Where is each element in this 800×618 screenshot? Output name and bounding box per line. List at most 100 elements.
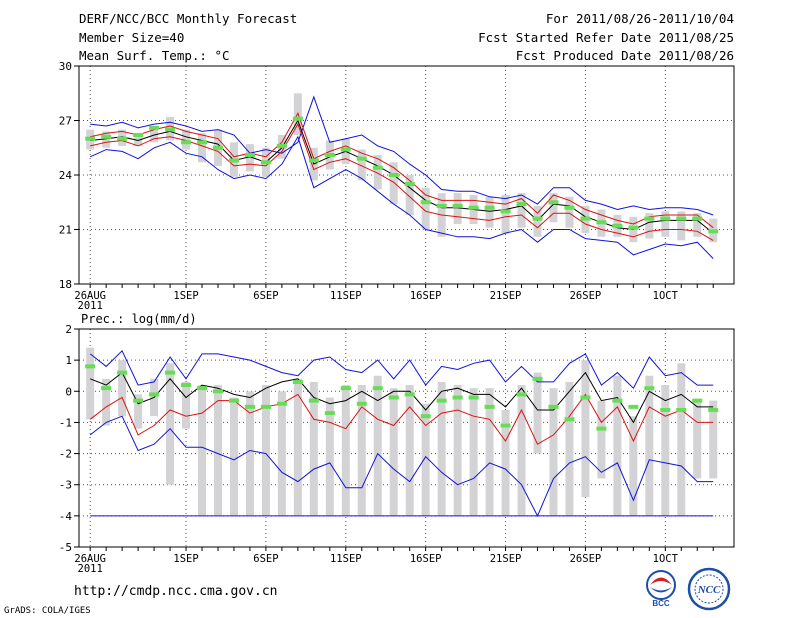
prec-box-17 (341, 385, 350, 516)
prec-box-11 (245, 391, 254, 516)
prec-ytick-label: -4 (59, 510, 73, 523)
temp-box-4 (134, 133, 143, 146)
temp-box-37 (661, 211, 670, 237)
prec-median-2 (101, 386, 112, 391)
prec-box-16 (325, 397, 334, 516)
prec-xtick-label: 1SEP (173, 553, 198, 565)
temp-median-13 (276, 143, 287, 148)
temp-box-21 (405, 175, 414, 215)
temp-ytick-label: 24 (59, 169, 73, 182)
prec-median-33 (596, 426, 607, 431)
prec-box-3 (118, 360, 127, 417)
prec-box-33 (597, 400, 606, 479)
produced-date-label: Fcst Produced Date 2011/08/26 (515, 48, 734, 63)
temp-median-18 (356, 156, 367, 161)
prec-box-2 (102, 378, 111, 426)
prec-ytick-label: -1 (59, 416, 72, 429)
source-url[interactable]: http://cmdp.ncc.cma.gov.cn (74, 584, 278, 599)
prec-median-23 (436, 398, 447, 403)
temp-xtick-label: 1OCT (653, 290, 679, 302)
prec-median-4 (133, 398, 144, 403)
temp-median-25 (468, 205, 479, 210)
prec-median-13 (276, 401, 287, 406)
temp-box-28 (517, 193, 526, 228)
prec-median-36 (644, 386, 655, 391)
prec-xtick-label: 26SEP (570, 553, 602, 565)
bcc-logo: BCC (646, 570, 676, 608)
prec-median-26 (484, 404, 495, 409)
temp-xtick-label: 6SEP (253, 290, 278, 302)
prec-box-37 (661, 385, 670, 516)
prec-box-28 (517, 385, 526, 516)
prec-box-1 (86, 347, 95, 420)
temp-median-14 (292, 116, 303, 121)
temp-xtick-label: 26SEP (570, 290, 602, 302)
prec-median-40 (708, 407, 719, 412)
prec-box-27 (501, 409, 510, 516)
temp-box-27 (501, 194, 510, 234)
temp-max-line (90, 95, 714, 216)
prec-median-15 (308, 398, 319, 403)
prec-median-8 (197, 386, 208, 391)
temp-xtick-label: 16SEP (410, 290, 442, 302)
temp-median-1 (85, 136, 96, 141)
temp-median-40 (708, 229, 719, 234)
temp-ytick-label: 27 (59, 115, 72, 128)
prec-box-31 (565, 381, 574, 516)
prec-median-1 (85, 364, 96, 369)
temp-median-15 (308, 158, 319, 163)
prec-box-19 (373, 375, 382, 516)
prec-median-30 (548, 404, 559, 409)
temp-box-36 (645, 213, 654, 239)
prec-median-7 (181, 383, 192, 388)
prec-box-9 (213, 385, 222, 516)
prec-box-7 (182, 381, 191, 429)
start-date-label: Fcst Started Refer Date 2011/08/25 (478, 30, 734, 45)
temp-median-26 (484, 205, 495, 210)
temp-box-29 (533, 205, 542, 237)
temp-xtick-label: 26AUG (74, 290, 106, 302)
prec-box-8 (198, 385, 207, 516)
temp-median-24 (452, 203, 463, 208)
temp-median-29 (532, 216, 543, 221)
prec-median-5 (149, 392, 160, 397)
temp-box-8 (198, 133, 207, 163)
prec-median-22 (420, 414, 431, 419)
prec-title: Prec.: log(mm/d) (81, 312, 197, 326)
grads-credit: GrADS: COLA/IGES (4, 606, 91, 616)
temp-median-37 (660, 216, 671, 221)
member-size-label: Member Size=40 (79, 30, 185, 45)
prec-box-10 (229, 397, 238, 516)
prec-median-29 (532, 376, 543, 381)
temp-median-27 (500, 209, 511, 214)
temp-median-33 (596, 220, 607, 225)
prec-ytick-label: 2 (65, 323, 72, 336)
svg-text:BCC: BCC (652, 599, 670, 608)
temp-median-34 (612, 223, 623, 228)
temp-median-9 (212, 145, 223, 150)
prec-ytick-label: -3 (59, 479, 72, 492)
prec-median-21 (404, 392, 415, 397)
temp-median-6 (165, 127, 176, 132)
prec-box-34 (613, 375, 622, 516)
prec-box-15 (309, 381, 318, 516)
prec-box-6 (166, 363, 175, 485)
forecast-period: For 2011/08/26-2011/10/04 (545, 11, 734, 26)
temp-median-22 (420, 200, 431, 205)
temp-mean-plus-std-line (90, 111, 714, 229)
prec-box-18 (357, 385, 366, 516)
prec-ytick-label: 0 (65, 385, 72, 398)
prec-median-6 (165, 370, 176, 375)
temp-median-19 (372, 165, 383, 170)
temp-xtick-label: 11SEP (330, 290, 362, 302)
temp-box-26 (485, 196, 494, 228)
prec-box-38 (677, 363, 686, 516)
temp-median-36 (644, 216, 655, 221)
svg-text:NCC: NCC (697, 584, 721, 596)
prec-ytick-label: 1 (65, 354, 72, 367)
variable-label: Mean Surf. Temp.: °C (79, 48, 230, 63)
prec-max-line (89, 349, 714, 390)
prec-mean-line (90, 371, 714, 424)
prec-min-line (89, 415, 714, 518)
prec-median-10 (228, 398, 239, 403)
